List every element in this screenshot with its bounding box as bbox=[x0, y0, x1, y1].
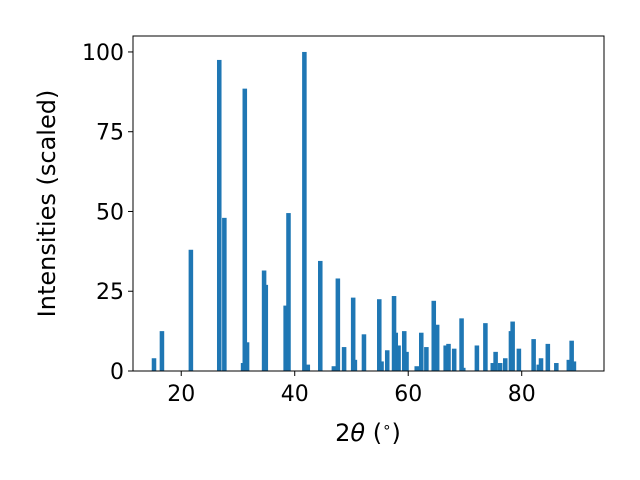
bar bbox=[497, 363, 503, 371]
bar bbox=[216, 59, 222, 372]
bar bbox=[188, 249, 194, 371]
x-tick-label: 20 bbox=[167, 382, 195, 407]
bar bbox=[516, 348, 522, 371]
y-tick-label: 50 bbox=[96, 200, 124, 225]
bar bbox=[434, 324, 440, 371]
bar bbox=[545, 343, 551, 371]
bar bbox=[384, 350, 390, 371]
bar bbox=[554, 363, 559, 371]
y-tick-label: 100 bbox=[82, 41, 124, 66]
bar bbox=[414, 366, 420, 371]
bar bbox=[286, 213, 291, 371]
bar bbox=[396, 345, 401, 371]
bar bbox=[341, 347, 347, 371]
x-axis-label-theta: θ bbox=[350, 419, 365, 447]
x-axis-label-part: 2 bbox=[335, 419, 350, 447]
bar bbox=[318, 260, 323, 371]
y-axis-label: Intensities (scaled) bbox=[33, 90, 61, 318]
bar bbox=[451, 348, 457, 371]
bar bbox=[302, 51, 307, 371]
x-axis-label: 2θ (∘) bbox=[335, 418, 401, 447]
bar bbox=[331, 366, 337, 371]
bar bbox=[350, 297, 356, 371]
bar bbox=[361, 334, 367, 371]
bar bbox=[222, 217, 227, 371]
bar bbox=[569, 340, 574, 371]
bar bbox=[305, 364, 311, 371]
bar bbox=[263, 284, 269, 371]
bar bbox=[490, 363, 496, 371]
bar bbox=[502, 358, 508, 371]
y-axis-ticks: 0 25 50 75 100 bbox=[82, 41, 133, 385]
bar bbox=[431, 300, 437, 371]
plot-frame bbox=[132, 35, 605, 372]
bar bbox=[159, 331, 165, 371]
bar bbox=[474, 345, 480, 371]
y-tick-label: 25 bbox=[96, 280, 124, 305]
bar bbox=[151, 358, 157, 371]
bars-layer bbox=[151, 51, 577, 372]
bar bbox=[446, 343, 451, 371]
bar bbox=[571, 361, 577, 371]
x-axis-label-degree: ∘ bbox=[382, 418, 391, 436]
x-axis-label-part: ) bbox=[391, 419, 400, 447]
bar bbox=[531, 339, 536, 371]
bar bbox=[538, 358, 544, 371]
bar bbox=[459, 318, 464, 371]
bar bbox=[401, 331, 407, 371]
bar bbox=[566, 359, 572, 371]
bar bbox=[283, 305, 288, 371]
bar bbox=[483, 323, 488, 371]
y-tick-label: 75 bbox=[96, 121, 124, 146]
x-axis-ticks: 20 40 60 80 bbox=[167, 371, 536, 407]
bar bbox=[379, 361, 384, 371]
bar bbox=[393, 332, 399, 371]
y-tick-label: 0 bbox=[110, 360, 124, 385]
bar bbox=[335, 278, 341, 371]
bar bbox=[510, 321, 515, 371]
bar bbox=[377, 299, 382, 371]
x-tick-label: 40 bbox=[281, 382, 309, 407]
bar bbox=[419, 332, 424, 371]
bar bbox=[242, 88, 248, 371]
bar bbox=[493, 351, 498, 371]
bar bbox=[424, 347, 429, 371]
bar bbox=[443, 345, 448, 371]
x-axis-label-part: ( bbox=[365, 419, 382, 447]
x-tick-label: 80 bbox=[508, 382, 536, 407]
bar bbox=[244, 342, 250, 371]
x-tick-label: 60 bbox=[394, 382, 422, 407]
bar bbox=[404, 351, 409, 371]
bar bbox=[461, 367, 466, 371]
bar bbox=[352, 359, 358, 371]
